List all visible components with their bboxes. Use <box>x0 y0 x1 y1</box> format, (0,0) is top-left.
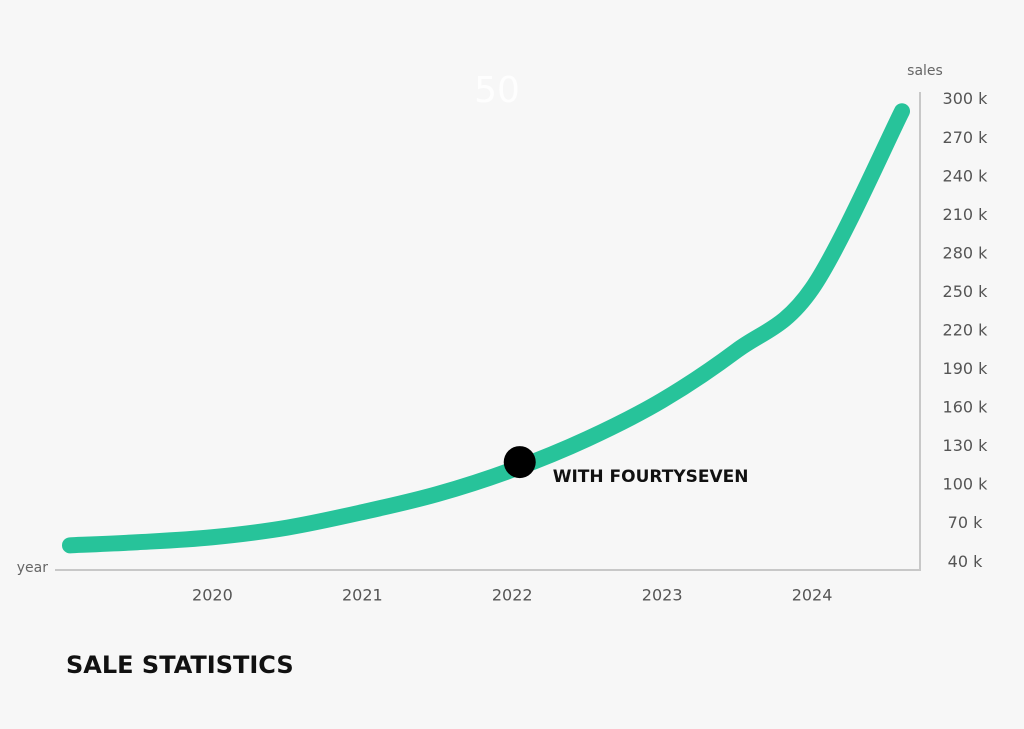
y-tick-label: 130 k <box>943 436 989 455</box>
y-tick-label: 270 k <box>943 128 989 147</box>
line <box>61 103 911 554</box>
x-tick-label: 2024 <box>792 586 833 605</box>
y-tick-label: 300 k <box>943 89 989 108</box>
x-tick-label: 2023 <box>642 586 683 605</box>
y-tick-label: 220 k <box>943 321 989 340</box>
y-tick-label: 40 k <box>948 552 983 571</box>
y-tick-label: 280 k <box>943 243 989 262</box>
annotation-label: WITH FOURTYSEVEN <box>553 467 749 487</box>
y-tick-label: 250 k <box>943 282 989 301</box>
y-tick-label: 190 k <box>943 359 989 378</box>
annotation-dot <box>503 446 536 479</box>
x-tick-label: 2021 <box>342 586 383 605</box>
watermark: 50 <box>474 70 520 111</box>
y-tick-label: 70 k <box>948 513 983 532</box>
y-tick-label: 210 k <box>943 205 989 224</box>
x-tick-label: 2020 <box>192 586 233 605</box>
y-tick-label: 240 k <box>943 166 989 185</box>
y-tick-label: 160 k <box>943 398 989 417</box>
x-tick-label: 2022 <box>492 586 533 605</box>
chart-title: SALE STATISTICS <box>66 651 294 679</box>
y-tick-label: 100 k <box>943 475 989 494</box>
x-axis-label: year <box>17 560 48 576</box>
y-axis-label: sales <box>907 63 943 79</box>
